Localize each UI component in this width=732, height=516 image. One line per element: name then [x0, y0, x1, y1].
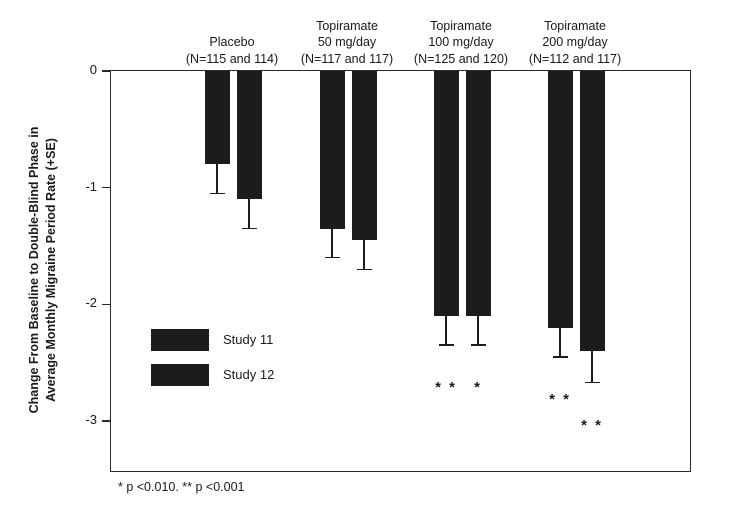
bar-study-12	[465, 71, 491, 316]
bar-study-11	[204, 71, 230, 165]
bar-study-12	[579, 71, 605, 351]
error-bar-line	[363, 239, 365, 270]
y-axis-label-line2: Average Monthly Migraine Period Rate (+S…	[43, 138, 58, 402]
error-bar-line	[477, 315, 479, 346]
group-label: Topiramate 200 mg/day (N=112 and 117)	[528, 18, 622, 66]
error-bar-cap	[470, 344, 486, 346]
y-axis-tick-label: -2	[85, 295, 97, 311]
significance-marker: *	[474, 379, 482, 397]
legend-swatch	[151, 329, 209, 351]
bar-study-11	[319, 71, 345, 229]
legend-label: Study 12	[223, 367, 275, 382]
y-axis-tick-label: -1	[85, 178, 97, 194]
error-bar-line	[216, 163, 218, 194]
y-axis-tick-label: 0	[89, 62, 97, 77]
group-label: Topiramate 100 mg/day (N=125 and 120)	[413, 18, 509, 66]
legend-swatch	[151, 364, 209, 386]
error-bar-cap	[356, 268, 372, 271]
error-bar-cap	[552, 356, 568, 358]
error-bar-cap	[584, 381, 600, 384]
significance-marker: * *	[435, 379, 457, 397]
error-bar-line	[248, 198, 250, 229]
error-bar-cap	[209, 192, 225, 195]
bar-study-11	[547, 71, 573, 328]
y-axis-tick	[102, 303, 110, 306]
y-axis-tick	[102, 420, 110, 422]
significance-marker: * *	[549, 390, 571, 408]
group-label: Placebo (N=115 and 114)	[185, 35, 279, 66]
bar-study-12	[351, 71, 377, 241]
legend-label: Study 11	[223, 332, 274, 347]
error-bar-cap	[438, 344, 454, 346]
error-bar-line	[445, 315, 447, 346]
bar-study-11	[433, 71, 459, 316]
group-label: Topiramate 50 mg/day (N=117 and 117)	[300, 18, 394, 66]
significance-marker: * *	[581, 416, 603, 434]
y-axis-tick	[102, 186, 110, 189]
bar-study-12	[236, 71, 262, 200]
y-axis-tick-label: -3	[85, 412, 97, 427]
error-bar-line	[591, 350, 593, 383]
error-bar-cap	[324, 256, 340, 259]
plot-area: 0 -1 -2 -3 * * * * * * * Study 11 Study 12	[85, 62, 691, 472]
y-axis-label-line1: Change From Baseline to Double-Blind Pha…	[27, 126, 41, 414]
error-bar-cap	[241, 227, 257, 230]
error-bar-line	[331, 227, 333, 258]
significance-footnote: * p <0.010. ** p <0.001	[118, 480, 245, 494]
y-axis-tick	[102, 70, 110, 72]
error-bar-line	[559, 326, 561, 357]
